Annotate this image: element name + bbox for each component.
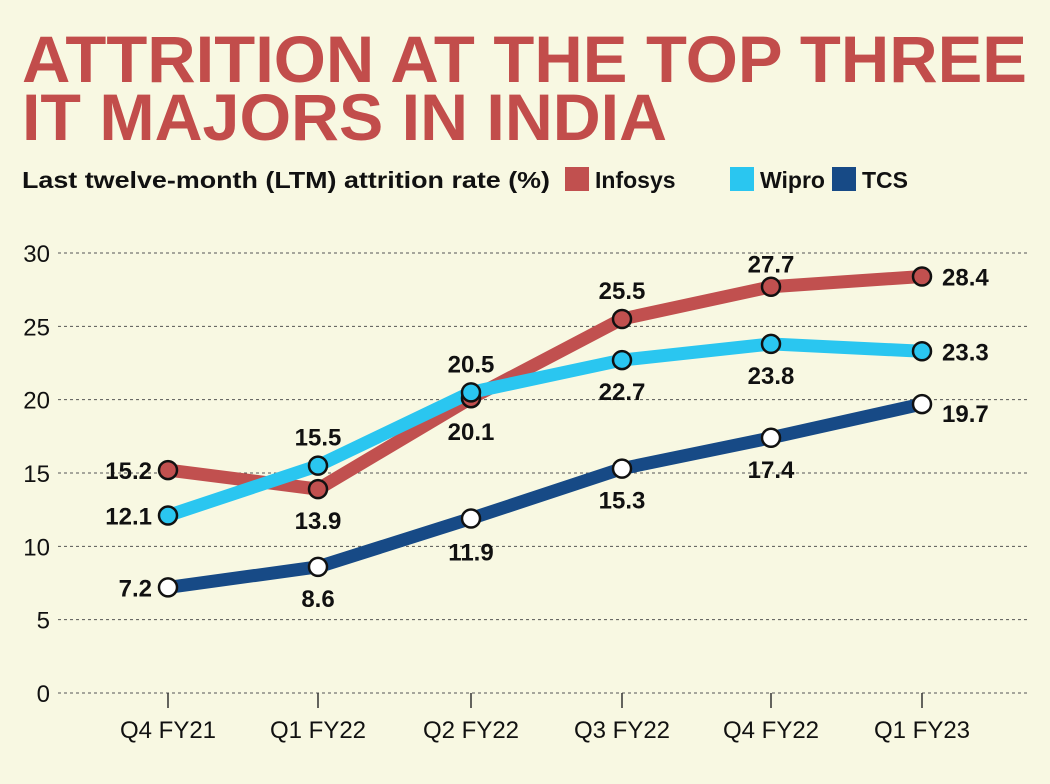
infosys-data-label: 25.5 <box>599 278 646 305</box>
legend: Infosys Wipro TCS <box>565 167 908 193</box>
infosys-data-label: 28.4 <box>942 264 989 291</box>
infosys-point <box>307 478 329 500</box>
infosys-point <box>157 459 179 481</box>
wipro-point <box>911 341 933 362</box>
series-lines <box>165 269 924 594</box>
wipro-point <box>157 505 179 526</box>
wipro-line <box>165 337 923 522</box>
infosys-point <box>611 308 633 330</box>
tcs-data-label: 15.3 <box>599 488 646 515</box>
infosys-data-label: 13.9 <box>295 508 342 535</box>
wipro-point <box>307 455 329 476</box>
y-tick-label: 30 <box>23 241 50 268</box>
tcs-point <box>460 508 482 529</box>
wipro-data-label: 15.5 <box>295 425 342 452</box>
infosys-data-label: 20.1 <box>448 419 495 446</box>
tcs-data-label: 19.7 <box>942 401 989 428</box>
legend-swatch-tcs <box>832 167 856 191</box>
x-tick-label: Q3 FY22 <box>574 717 670 744</box>
infosys-point <box>911 266 933 287</box>
tcs-point <box>157 577 179 598</box>
title-line-1: ATTRITION AT THE TOP THREE <box>22 22 1027 96</box>
legend-label-infosys: Infosys <box>595 167 676 193</box>
wipro-point <box>460 382 482 403</box>
x-tick-label: Q2 FY22 <box>423 717 519 744</box>
infosys-data-label: 27.7 <box>748 252 795 279</box>
y-tick-label: 0 <box>37 681 50 708</box>
tcs-point <box>307 556 329 578</box>
y-tick-label: 25 <box>23 314 50 341</box>
x-tick-label: Q4 FY21 <box>120 717 216 744</box>
y-tick-label: 20 <box>23 388 50 415</box>
legend-label-tcs: TCS <box>862 167 908 193</box>
tcs-point <box>611 458 633 479</box>
x-axis: Q4 FY21 Q1 FY22 Q2 FY22 Q3 FY22 Q4 FY22 Q1 FY… <box>120 693 970 744</box>
wipro-data-label: 23.3 <box>942 339 989 366</box>
x-tick-label: Q1 FY23 <box>874 717 970 744</box>
y-tick-label: 15 <box>23 461 50 488</box>
tcs-point <box>911 393 933 415</box>
infosys-line <box>167 269 923 496</box>
tcs-line <box>167 397 924 594</box>
x-tick-label: Q4 FY22 <box>723 717 819 744</box>
chart-subtitle: Last twelve-month (LTM) attrition rate (… <box>22 167 550 193</box>
legend-swatch-wipro <box>730 167 754 191</box>
tcs-data-label: 17.4 <box>748 457 795 484</box>
legend-swatch-infosys <box>565 167 589 191</box>
y-tick-label: 5 <box>37 608 50 635</box>
x-tick-label: Q1 FY22 <box>270 717 366 744</box>
wipro-data-label: 20.5 <box>448 351 495 378</box>
tcs-data-label: 7.2 <box>119 575 152 602</box>
tcs-point <box>760 427 782 449</box>
y-tick-label: 10 <box>23 534 50 561</box>
wipro-data-label: 23.8 <box>748 363 795 390</box>
infosys-data-label: 15.2 <box>105 458 152 485</box>
legend-label-wipro: Wipro <box>760 167 825 193</box>
tcs-data-label: 8.6 <box>301 586 334 613</box>
tcs-data-label: 11.9 <box>448 539 493 566</box>
infosys-point <box>760 276 782 297</box>
wipro-point <box>760 333 782 355</box>
wipro-data-label: 12.1 <box>105 504 152 531</box>
wipro-point <box>611 349 633 371</box>
series-points <box>157 266 933 598</box>
data-labels: 15.2 13.9 20.1 25.5 27.7 28.4 7.2 8.6 11.9 15.3 17… <box>105 252 989 613</box>
title-line-2: IT MAJORS IN INDIA <box>22 80 667 154</box>
wipro-data-label: 22.7 <box>599 379 646 406</box>
